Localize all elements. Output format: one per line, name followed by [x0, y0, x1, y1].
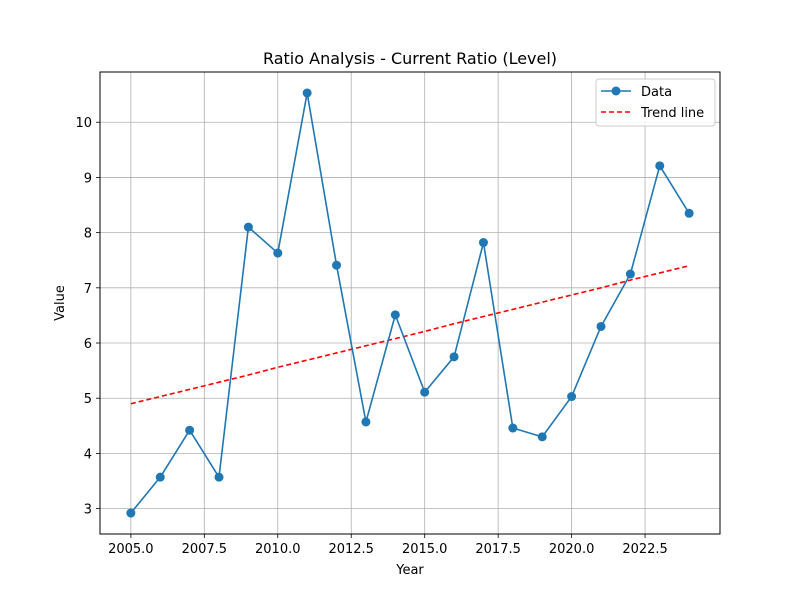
legend-label-trend-line: Trend line — [640, 106, 704, 121]
legend-label-data: Data — [641, 85, 672, 100]
data-series-line — [130, 92, 690, 514]
x-tick-label: 2020.0 — [549, 542, 595, 557]
data-point — [390, 310, 400, 320]
x-tick-label: 2012.5 — [328, 542, 374, 557]
y-tick-label: 4 — [84, 447, 92, 462]
data-point — [655, 161, 665, 171]
x-tick-label: 2022.5 — [622, 542, 668, 557]
y-tick-label: 7 — [84, 282, 92, 297]
x-tick-label: 2007.5 — [182, 542, 228, 557]
x-tick-label: 2015.0 — [402, 542, 448, 557]
legend: Data Trend line — [595, 78, 716, 127]
data-point — [126, 508, 136, 518]
data-point — [243, 222, 253, 232]
data-point — [596, 321, 606, 331]
data-point — [214, 472, 224, 482]
data-point — [625, 269, 635, 279]
y-tick-label: 8 — [84, 227, 92, 242]
data-point — [567, 392, 577, 402]
data-point — [302, 88, 312, 98]
x-axis-title: Year — [395, 563, 424, 578]
series-layer — [126, 88, 694, 518]
data-point — [420, 387, 430, 397]
y-tick-label: 10 — [75, 116, 92, 131]
y-tick-label: 6 — [84, 337, 92, 352]
data-point — [537, 432, 547, 442]
ticks: 2005.0 2007.5 2010.0 2012.5 2015.0 2017.5 2020… — [75, 116, 667, 557]
legend-data-marker — [611, 86, 621, 96]
data-point — [684, 208, 694, 218]
y-tick-label: 9 — [84, 171, 92, 186]
data-point — [155, 472, 165, 482]
x-tick-label: 2005.0 — [108, 542, 154, 557]
y-tick-label: 5 — [84, 392, 92, 407]
y-tick-label: 3 — [84, 503, 92, 518]
x-tick-label: 2017.5 — [475, 542, 521, 557]
data-point — [449, 352, 459, 362]
data-point — [332, 260, 342, 270]
data-point — [273, 248, 283, 258]
data-point — [508, 423, 518, 433]
plot-frame — [99, 71, 721, 535]
y-axis-title: Value — [53, 285, 68, 321]
data-point — [361, 417, 371, 427]
x-tick-label: 2010.0 — [255, 542, 301, 557]
chart-title: Ratio Analysis - Current Ratio (Level) — [263, 49, 557, 68]
data-point — [185, 425, 195, 435]
grid — [100, 72, 720, 534]
data-point — [478, 238, 488, 248]
